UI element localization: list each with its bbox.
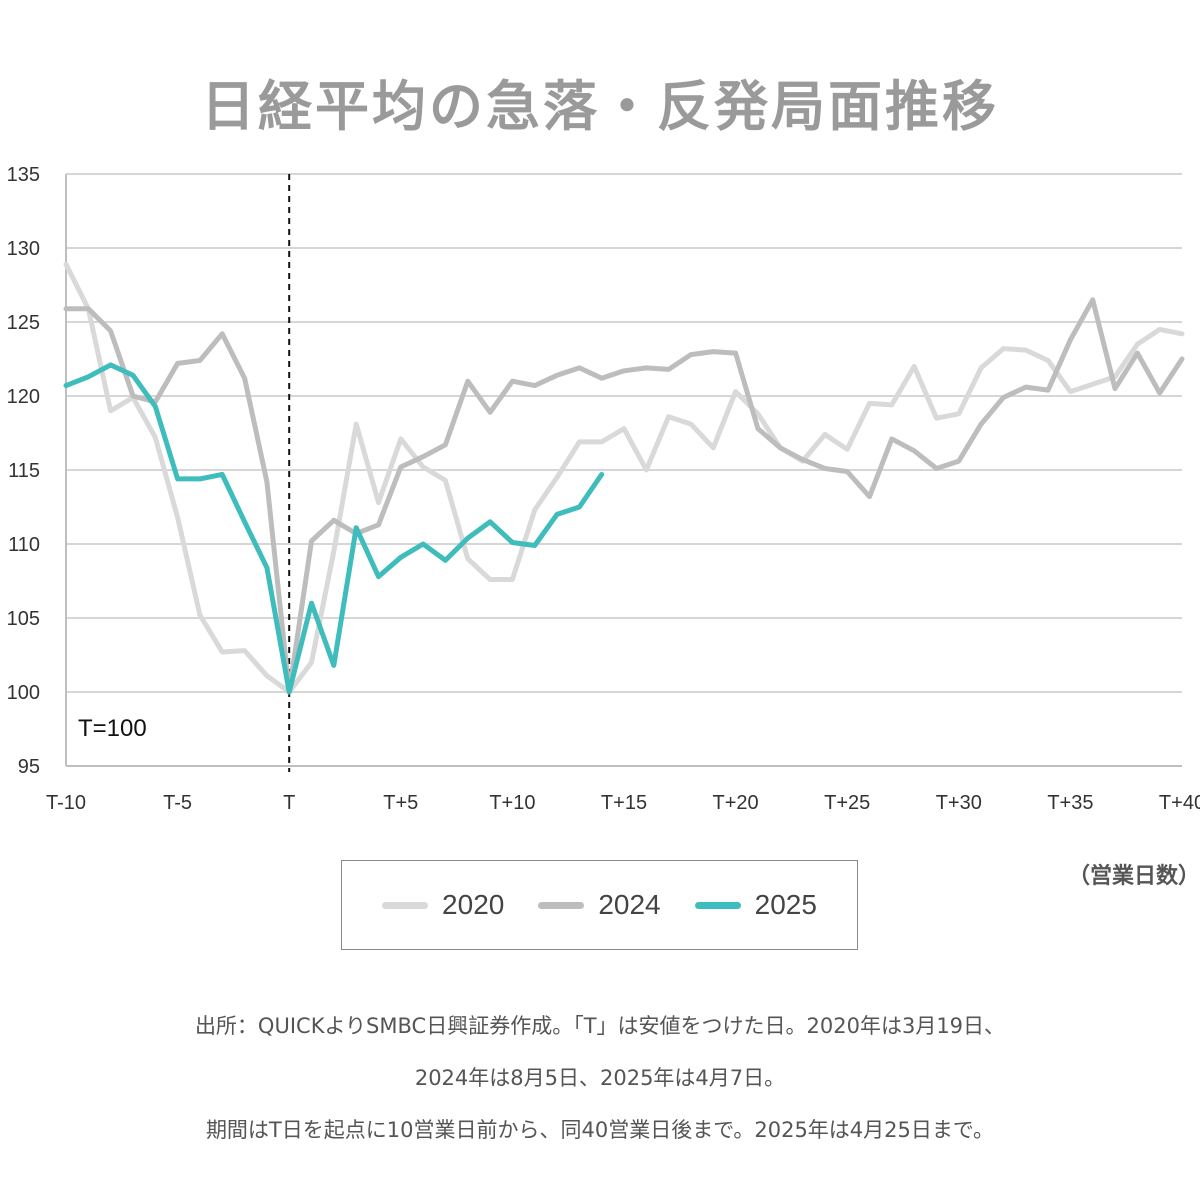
legend-swatch-2025 xyxy=(694,901,741,909)
y-tick-label: 125 xyxy=(7,312,40,334)
y-tick-label: 105 xyxy=(7,608,40,630)
y-tick-label: 120 xyxy=(7,386,40,408)
x-tick-label: T-5 xyxy=(163,792,192,814)
legend-label-2025: 2025 xyxy=(754,889,817,920)
series-line-2025 xyxy=(63,362,605,695)
footnote-line-1: 出所：QUICKよりSMBC日興証券作成。「T」は安値をつけた日。2020年は3… xyxy=(194,1014,1006,1038)
footnote: 出所：QUICKよりSMBC日興証券作成。「T」は安値をつけた日。2020年は3… xyxy=(0,1000,1200,1156)
y-tick-label: 95 xyxy=(18,756,40,778)
x-axis-unit-label: （営業日数） xyxy=(1067,864,1200,889)
x-tick-label: T+30 xyxy=(936,792,982,814)
x-tick-label: T+40 xyxy=(1159,792,1200,814)
series-line-2024 xyxy=(63,297,1185,695)
y-tick-label: 135 xyxy=(7,164,40,186)
annotation-t100: T=100 xyxy=(78,715,147,742)
legend-label-2020: 2020 xyxy=(442,889,505,920)
y-axis-ticks: 135 130 125 120 115 110 105 100 95 xyxy=(7,164,40,778)
footnote-line-2: 2024年は8月5日、2025年は4月7日。 xyxy=(414,1066,786,1090)
x-tick-label: T xyxy=(283,792,295,814)
x-tick-label: T+5 xyxy=(383,792,418,814)
y-tick-label: 100 xyxy=(7,682,40,704)
axes xyxy=(65,174,1182,767)
legend-item-2025: 2025 xyxy=(694,889,817,921)
chart-title: 日経平均の急落・反発局面推移 xyxy=(201,75,999,138)
x-tick-label: T+25 xyxy=(824,792,870,814)
x-tick-label: T+35 xyxy=(1047,792,1093,814)
x-tick-label: T+20 xyxy=(713,792,759,814)
legend-label-2024: 2024 xyxy=(598,889,661,920)
series-lines xyxy=(63,261,1185,695)
legend: 2020 2024 2025 xyxy=(341,860,858,950)
x-tick-label: T-10 xyxy=(46,792,86,814)
x-tick-label: T+10 xyxy=(489,792,535,814)
x-tick-label: T+15 xyxy=(601,792,647,814)
legend-item-2024: 2024 xyxy=(538,889,661,921)
grid-lines xyxy=(66,173,1182,693)
legend-swatch-2020 xyxy=(382,901,429,909)
y-tick-label: 115 xyxy=(8,460,40,482)
legend-item-2020: 2020 xyxy=(382,889,504,921)
x-axis-ticks: T-10 T-5 T T+5 T+10 T+15 T+20 T+25 T+30 T+35 T+40 xyxy=(46,792,1200,814)
series-line-2020 xyxy=(63,261,1185,695)
footnote-line-3: 期間はT日を起点に10営業日前から、同40営業日後まで。2025年は4月25日ま… xyxy=(205,1118,995,1142)
y-tick-label: 130 xyxy=(7,238,40,260)
legend-swatch-2024 xyxy=(538,901,585,909)
y-tick-label: 110 xyxy=(8,534,40,556)
